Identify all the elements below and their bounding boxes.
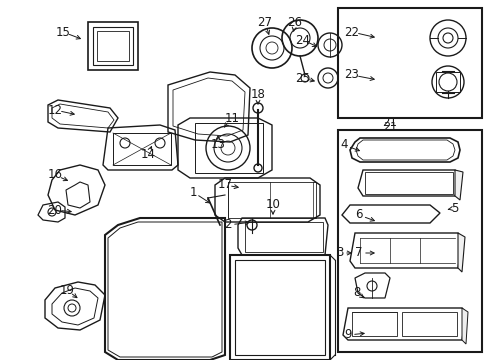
Text: 2: 2 — [224, 219, 231, 231]
Text: 18: 18 — [250, 89, 265, 102]
Text: 7: 7 — [354, 247, 362, 260]
Polygon shape — [461, 308, 467, 344]
Text: 1: 1 — [189, 185, 196, 198]
Text: 20: 20 — [47, 203, 62, 216]
Bar — [401, 312, 456, 336]
Text: 6: 6 — [354, 208, 362, 221]
Text: 15: 15 — [56, 26, 70, 39]
Text: 3: 3 — [336, 247, 343, 260]
Bar — [244, 222, 323, 252]
Bar — [337, 130, 481, 352]
Text: 26: 26 — [287, 15, 302, 28]
Text: 11: 11 — [224, 112, 239, 125]
Bar — [93, 27, 133, 65]
Bar — [97, 31, 129, 61]
Bar — [337, 8, 481, 118]
Text: 22: 22 — [344, 26, 359, 39]
Bar — [113, 133, 171, 165]
Text: 27: 27 — [257, 15, 272, 28]
Text: 19: 19 — [60, 284, 74, 297]
Text: 14: 14 — [140, 148, 155, 162]
Text: 12: 12 — [47, 104, 62, 117]
Text: 17: 17 — [217, 179, 232, 192]
Bar — [435, 72, 459, 92]
Bar — [229, 255, 329, 360]
Bar — [88, 22, 138, 70]
Text: 10: 10 — [265, 198, 280, 211]
Text: 9: 9 — [344, 328, 351, 342]
Text: 4: 4 — [340, 139, 347, 152]
Text: 8: 8 — [353, 287, 360, 300]
Text: 25: 25 — [295, 72, 310, 85]
Bar — [195, 123, 263, 173]
Bar — [351, 312, 396, 336]
Bar — [235, 260, 325, 355]
Polygon shape — [457, 233, 464, 272]
Text: 5: 5 — [450, 202, 458, 215]
Polygon shape — [454, 170, 462, 200]
Text: 16: 16 — [47, 168, 62, 181]
Text: 23: 23 — [344, 68, 359, 81]
Bar — [364, 172, 452, 194]
Text: 24: 24 — [295, 33, 310, 46]
Text: 13: 13 — [210, 139, 225, 152]
Text: 21: 21 — [382, 122, 396, 132]
Text: 21: 21 — [382, 117, 397, 130]
Bar — [227, 182, 315, 218]
